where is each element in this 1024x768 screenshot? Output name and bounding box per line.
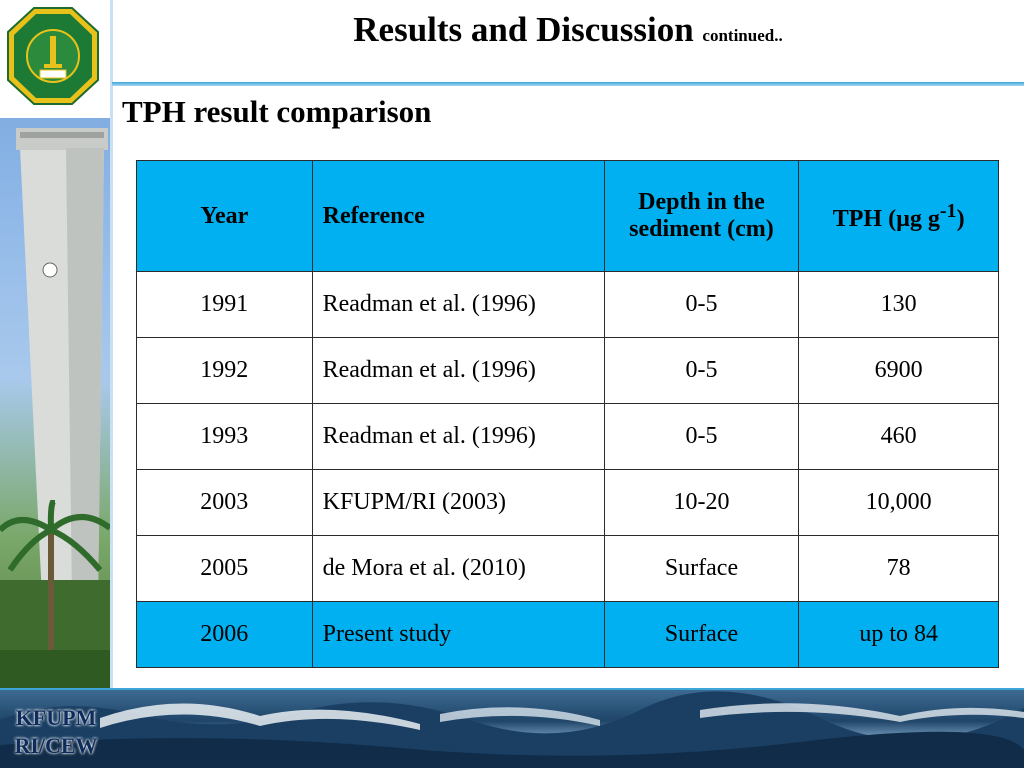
cell-year: 2003 <box>136 469 313 536</box>
cell-reference: Readman et al. (1996) <box>311 337 605 404</box>
slide-header: Results and Discussion continued.. <box>112 0 1024 84</box>
header-tph: TPH (µg g-1) <box>798 160 999 272</box>
table-row-highlighted: 2006 Present study Surface up to 84 <box>136 601 999 668</box>
title-text: Results and Discussion <box>353 10 694 49</box>
table-row: 1992 Readman et al. (1996) 0-5 6900 <box>136 337 999 404</box>
university-logo <box>7 7 99 105</box>
cell-reference: Readman et al. (1996) <box>311 271 605 338</box>
cell-depth: 0-5 <box>603 271 800 338</box>
cell-tph: 6900 <box>798 337 999 404</box>
tph-comparison-table: Year Reference Depth in the sediment (cm… <box>136 160 999 668</box>
cell-depth: 0-5 <box>603 337 800 404</box>
brand-line-2: RI/CEW <box>14 733 98 758</box>
title-suffix: continued.. <box>702 26 783 45</box>
cell-year: 2005 <box>136 535 313 602</box>
table-row: 1991 Readman et al. (1996) 0-5 130 <box>136 271 999 338</box>
cell-year: 2006 <box>136 601 313 668</box>
cell-depth: 0-5 <box>603 403 800 470</box>
tph-header-superscript: -1 <box>939 199 957 222</box>
waves-image <box>0 691 1024 768</box>
cell-depth: Surface <box>603 535 800 602</box>
header-year: Year <box>136 160 313 272</box>
footer-rule <box>0 688 1024 691</box>
cell-tph: 10,000 <box>798 469 999 536</box>
table-header-row: Year Reference Depth in the sediment (cm… <box>136 160 999 272</box>
brand-label: KFUPM RI/CEW <box>4 704 108 760</box>
slide-subtitle: TPH result comparison <box>122 94 432 129</box>
cell-tph: up to 84 <box>798 601 999 668</box>
cell-depth: Surface <box>603 601 800 668</box>
logo-area <box>0 0 112 118</box>
title-rule <box>112 82 1024 86</box>
table-row: 2003 KFUPM/RI (2003) 10-20 10,000 <box>136 469 999 536</box>
table-row: 2005 de Mora et al. (2010) Surface 78 <box>136 535 999 602</box>
header-depth: Depth in the sediment (cm) <box>603 160 800 272</box>
cell-year: 1991 <box>136 271 313 338</box>
cell-reference: de Mora et al. (2010) <box>311 535 605 602</box>
slide-title: Results and Discussion continued.. <box>112 10 1024 50</box>
cell-reference: Present study <box>311 601 605 668</box>
cell-reference: Readman et al. (1996) <box>311 403 605 470</box>
water-tower-image <box>16 128 108 598</box>
cell-tph: 460 <box>798 403 999 470</box>
brand-line-1: KFUPM <box>15 705 97 730</box>
sidebar-image <box>0 0 112 690</box>
header-reference: Reference <box>311 160 605 272</box>
ocean-waves-banner <box>0 690 1024 768</box>
cell-tph: 78 <box>798 535 999 602</box>
cell-year: 1992 <box>136 337 313 404</box>
table-row: 1993 Readman et al. (1996) 0-5 460 <box>136 403 999 470</box>
cell-tph: 130 <box>798 271 999 338</box>
palm-trees-image <box>0 500 112 690</box>
tph-header-suffix: ) <box>956 205 965 232</box>
tph-header-prefix: TPH (µg g <box>832 205 940 232</box>
cell-reference: KFUPM/RI (2003) <box>311 469 605 536</box>
sidebar-divider <box>110 0 113 690</box>
cell-year: 1993 <box>136 403 313 470</box>
cell-depth: 10-20 <box>603 469 800 536</box>
